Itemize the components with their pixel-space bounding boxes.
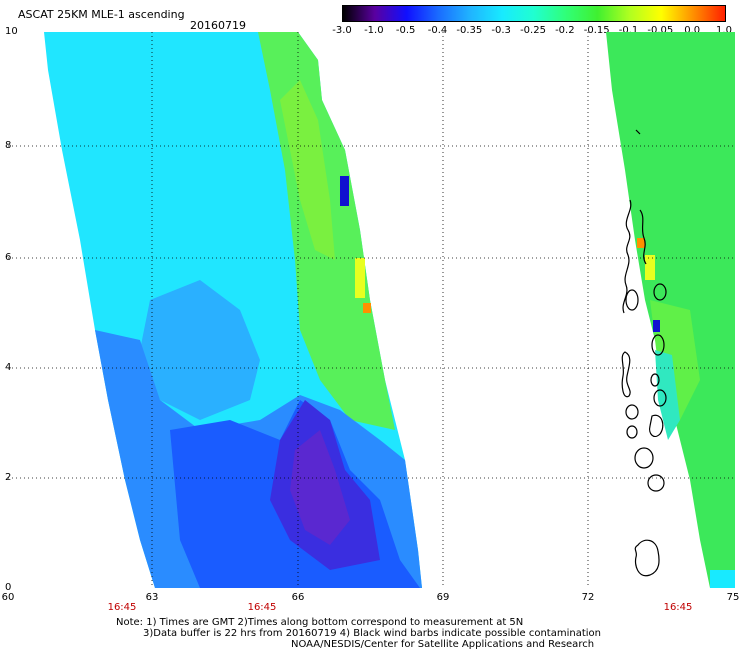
product-date: 20160719	[190, 19, 246, 32]
y-tick-label: 2	[5, 472, 12, 483]
colorbar-label: -0.1	[618, 25, 639, 36]
y-tick-label: 8	[5, 140, 12, 151]
note-line-3: NOAA/NESDIS/Center for Satellite Applica…	[291, 639, 595, 650]
colorbar-label: 1.0	[716, 25, 732, 36]
y-tick-label: 0	[5, 582, 12, 593]
colorbar-label: -0.3	[491, 25, 511, 36]
colorbar-label: -0.2	[555, 25, 575, 36]
colorbar-label: -3.0	[332, 25, 352, 36]
colorbar-label: -0.4	[427, 25, 448, 36]
x-tick-label: 63	[145, 592, 159, 603]
colorbar-label: -0.35	[456, 25, 483, 36]
colorbar	[342, 5, 726, 22]
x-tick-label: 69	[436, 592, 450, 603]
x-tick-label: 60	[1, 592, 15, 603]
time-label: 16:45	[247, 602, 277, 613]
x-tick-label: 66	[291, 592, 305, 603]
time-label: 16:45	[107, 602, 137, 613]
colorbar-gradient	[343, 6, 725, 21]
colorbar-label: -0.5	[395, 25, 416, 36]
grid-lines	[8, 32, 735, 588]
x-tick-label: 72	[581, 592, 595, 603]
colorbar-label: 0.0	[684, 25, 701, 36]
time-label: 16:45	[663, 602, 693, 613]
y-tick-label: 10	[5, 26, 18, 37]
note-line-2: 3)Data buffer is 22 hrs from 20160719 4)…	[143, 628, 601, 639]
island-outlines	[621, 129, 667, 577]
y-tick-label: 4	[5, 362, 12, 373]
product-title: ASCAT 25KM MLE-1 ascending	[18, 8, 185, 21]
colorbar-label: -1.0	[364, 25, 384, 36]
swath-left	[44, 32, 422, 588]
y-tick-label: 6	[5, 252, 12, 263]
x-tick-label: 75	[726, 592, 740, 603]
colorbar-label: -0.15	[583, 25, 610, 36]
swath-right	[606, 32, 735, 588]
note-line-1: Note: 1) Times are GMT 2)Times along bot…	[116, 617, 524, 628]
colorbar-label: -0.25	[520, 25, 546, 36]
colorbar-label: -0.05	[647, 25, 674, 36]
